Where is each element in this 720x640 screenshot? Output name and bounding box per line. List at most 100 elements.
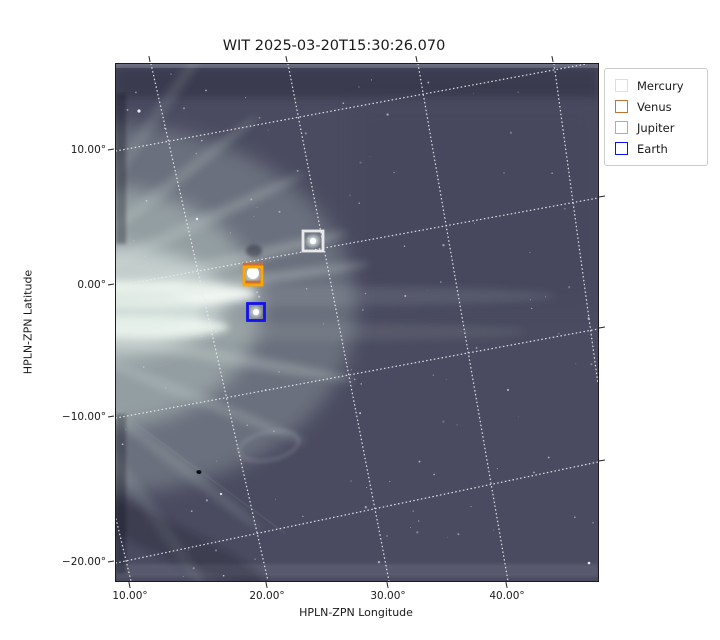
star <box>121 443 124 446</box>
star <box>256 206 258 208</box>
star-field <box>121 73 594 577</box>
grid-line-longitude <box>553 64 598 385</box>
y-tick-mark <box>107 148 115 152</box>
star <box>359 412 362 415</box>
corner-shadow <box>116 480 266 581</box>
y-tick-label: −10.00° <box>61 411 106 423</box>
legend: Mercury Venus Jupiter Earth <box>604 68 708 166</box>
bright-star <box>195 217 199 221</box>
star <box>305 288 308 290</box>
x-tick-mark <box>128 581 132 589</box>
star <box>214 330 217 333</box>
star <box>234 396 236 398</box>
star <box>362 309 364 311</box>
ghost-ring <box>237 428 301 464</box>
star <box>412 510 415 513</box>
star <box>126 108 129 111</box>
grid-line-latitude <box>116 64 587 152</box>
legend-item: Venus <box>613 96 699 117</box>
grid-line-latitude <box>116 461 598 564</box>
x-axis-label: HPLN-ZPN Longitude <box>299 606 413 619</box>
star <box>574 516 576 518</box>
star <box>188 549 190 551</box>
star <box>192 567 195 570</box>
star <box>357 86 360 88</box>
star <box>506 388 510 392</box>
star <box>258 295 261 298</box>
y-tick-label: 0.00° <box>77 279 106 291</box>
star <box>296 169 299 172</box>
star <box>278 210 281 213</box>
y-tick-label: 10.00° <box>70 144 106 156</box>
star <box>205 499 209 502</box>
star <box>253 215 255 217</box>
planet-marker-jupiter <box>242 265 264 287</box>
grid-line-longitude <box>116 518 132 581</box>
legend-swatch-venus <box>615 100 628 113</box>
star <box>404 294 407 298</box>
sky-image <box>116 64 598 581</box>
star <box>403 245 406 247</box>
legend-label: Earth <box>637 141 668 156</box>
star <box>364 292 367 295</box>
star <box>442 420 445 423</box>
dark-dot <box>196 470 202 474</box>
star <box>142 366 145 368</box>
star <box>433 473 435 476</box>
star <box>369 156 371 158</box>
star <box>278 371 280 373</box>
star <box>258 116 261 119</box>
star <box>200 335 203 337</box>
star <box>417 520 420 522</box>
star <box>353 378 356 381</box>
star <box>393 171 395 174</box>
star <box>360 383 362 385</box>
star <box>222 574 225 577</box>
bright-star <box>137 109 141 113</box>
star <box>470 505 472 508</box>
star <box>350 480 352 482</box>
star <box>358 202 361 205</box>
right-tick-mark <box>598 459 606 463</box>
star <box>389 480 391 483</box>
dark-smudge <box>246 245 262 257</box>
star <box>144 255 146 257</box>
star <box>517 91 520 94</box>
star <box>182 575 184 577</box>
star <box>214 549 218 552</box>
legend-item: Earth <box>613 138 699 159</box>
top-tick-mark <box>148 55 152 63</box>
star <box>533 471 535 474</box>
x-tick-label: 40.00° <box>489 590 525 602</box>
planet-marker-earth <box>246 302 266 322</box>
x-tick-label: 20.00° <box>249 590 285 602</box>
planet-markers <box>242 229 325 322</box>
star <box>563 207 566 210</box>
star <box>165 387 167 389</box>
star <box>416 531 419 534</box>
star <box>125 428 127 430</box>
right-tick-mark <box>598 195 606 199</box>
planet-marker-mercury <box>301 229 325 253</box>
grid-line-longitude <box>417 64 509 581</box>
plot-area <box>115 63 599 582</box>
star <box>473 222 476 225</box>
star <box>547 456 550 459</box>
star <box>551 172 553 175</box>
star <box>245 97 247 99</box>
star <box>475 347 478 349</box>
star <box>342 102 345 104</box>
star <box>509 131 513 134</box>
star <box>410 527 411 528</box>
star <box>592 521 594 524</box>
star <box>186 205 188 207</box>
star <box>256 291 258 294</box>
legend-swatch-earth <box>615 142 628 155</box>
star <box>200 139 203 142</box>
star <box>590 363 593 366</box>
y-axis-label: HPLN-ZPN Latitude <box>21 269 35 375</box>
star <box>503 172 505 174</box>
chart-title: WIT 2025-03-20T15:30:26.070 <box>222 38 446 54</box>
star <box>216 460 218 462</box>
star <box>432 374 435 377</box>
